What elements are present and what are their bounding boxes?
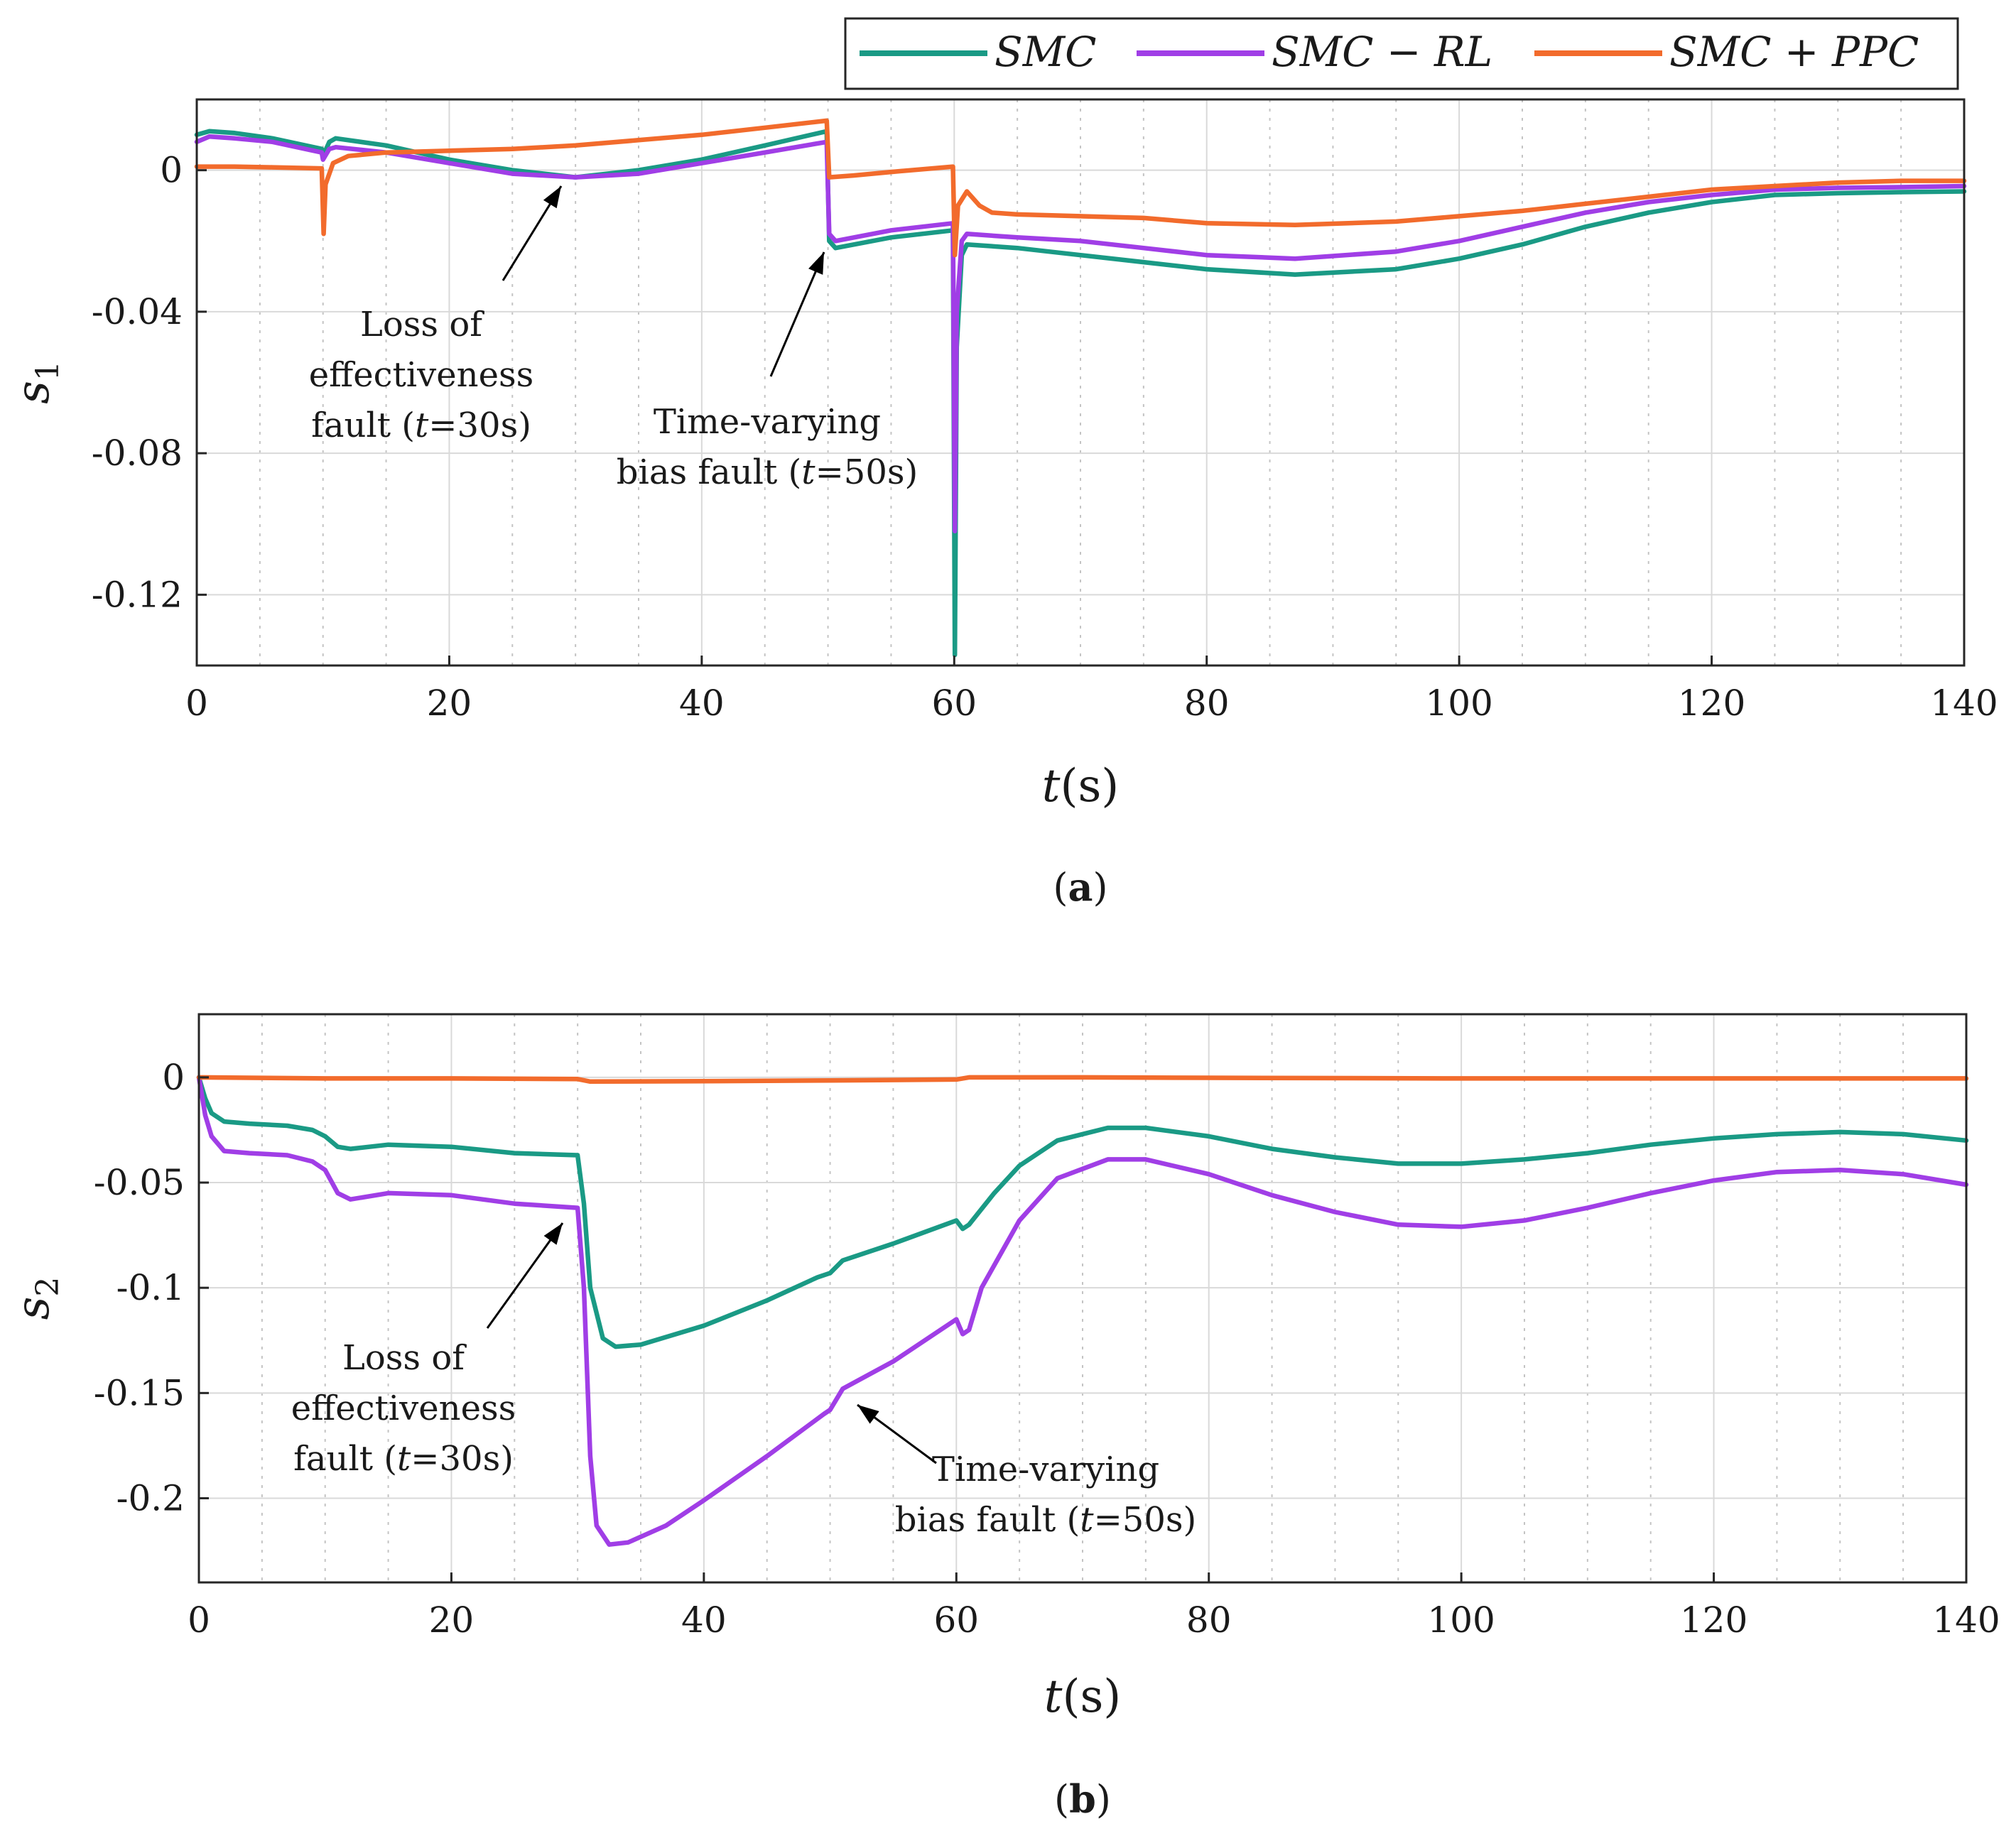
series-line-smc [196,1075,1969,1349]
y-tick-label: -0.12 [92,574,183,615]
tick-labels: 0 20 40 60 80 100 120 140 0 -0.04 -0.08 -0.12 [92,150,1998,724]
annotation-arrow-shaft [769,251,825,377]
x-tick-label: 0 [188,1599,210,1641]
y-tick-label: -0.05 [94,1162,185,1203]
grid [197,99,1964,665]
panel-b: 0 20 40 60 80 100 120 140 0 -0.05 -0.1 -0.15 -0.2 Lo… [7,1013,2000,1822]
legend-label-smc-rl: SMC − RL [1272,28,1492,76]
annotation-arrow-head [543,1223,563,1245]
legend-box [844,17,1959,90]
y-tick-label: -0.08 [92,433,183,474]
y-tick-label: -0.04 [92,291,183,332]
grid [199,1014,1966,1582]
x-tick-label: 40 [681,1599,727,1641]
y-tick-label: -0.1 [116,1267,185,1308]
x-tick-label: 120 [1680,1599,1747,1641]
annotation-line: Loss of [342,1338,467,1378]
annotation-loss-fault: Loss of effectiveness fault (t=30s) [291,1222,564,1479]
series-line-smc-ppc [196,1075,1969,1085]
y-tick-label: -0.2 [116,1477,185,1518]
annotation-arrow-shaft [486,1222,564,1329]
legend: SMC SMC − RL SMC + PPC [844,17,1959,90]
annotation-line: fault (t=30s) [311,406,531,445]
annotation-bias-fault: Time-varying bias fault (t=50s) [857,1403,1196,1540]
x-tick-label: 40 [679,683,725,724]
panel-caption: (a) [1053,864,1107,910]
x-tick-label: 140 [1930,683,1998,724]
y-axis-label: s1 [7,361,66,404]
annotation-loss-fault: Loss of effectiveness fault (t=30s) [309,185,563,445]
panel-caption: (b) [1054,1776,1111,1822]
x-tick-label: 20 [429,1599,475,1641]
annotation-line: effectiveness [309,355,534,395]
x-tick-label: 0 [185,683,208,724]
y-axis-label: s2 [7,1277,66,1320]
series-group [196,1075,1969,1547]
x-tick-label: 100 [1427,1599,1495,1641]
annotation-arrow-head [543,186,561,209]
series-line-smc-ppc [194,118,1967,258]
x-axis-label: t(s) [1044,1670,1122,1723]
y-tick-label: -0.15 [94,1372,185,1413]
annotation-arrow-head [857,1405,879,1424]
annotation-line: fault (t=30s) [293,1439,514,1479]
tick-labels: 0 20 40 60 80 100 120 140 0 -0.05 -0.1 -0.15 -0.2 [94,1057,2000,1641]
x-axis-label: t(s) [1042,760,1120,813]
annotation-line: effectiveness [291,1389,516,1428]
x-tick-label: 80 [1186,1599,1232,1641]
legend-label-smc-ppc: SMC + PPC [1669,28,1919,76]
series-line-smc-rl [196,1075,1969,1547]
x-tick-label: 20 [427,683,472,724]
x-tick-label: 60 [933,1599,979,1641]
x-tick-label: 120 [1678,683,1745,724]
y-tick-label: 0 [160,150,183,191]
annotation-line: bias fault (t=50s) [617,452,918,492]
annotation-arrow-head [808,252,824,275]
x-tick-label: 100 [1425,683,1492,724]
axes-box [197,1013,1968,1584]
annotation-line: Time-varying [932,1450,1159,1489]
annotation-line: Time-varying [654,402,881,442]
x-tick-label: 140 [1932,1599,2000,1641]
x-tick-label: 80 [1184,683,1230,724]
panel-a: 0 20 40 60 80 100 120 140 0 -0.04 -0.08 -0.12 Loss … [7,98,1998,910]
series-group [194,118,1967,658]
legend-label-smc: SMC [995,28,1097,76]
annotation-line: bias fault (t=50s) [895,1500,1196,1540]
annotations: Loss of effectiveness fault (t=30s) Time-va… [291,1222,1196,1540]
annotation-bias-fault: Time-varying bias fault (t=50s) [617,251,918,492]
axes-box [195,98,1966,667]
x-tick-label: 60 [931,683,977,724]
annotation-line: Loss of [360,305,484,344]
y-tick-label: 0 [162,1057,185,1098]
annotations: Loss of effectiveness fault (t=30s) Time-va… [309,185,918,492]
